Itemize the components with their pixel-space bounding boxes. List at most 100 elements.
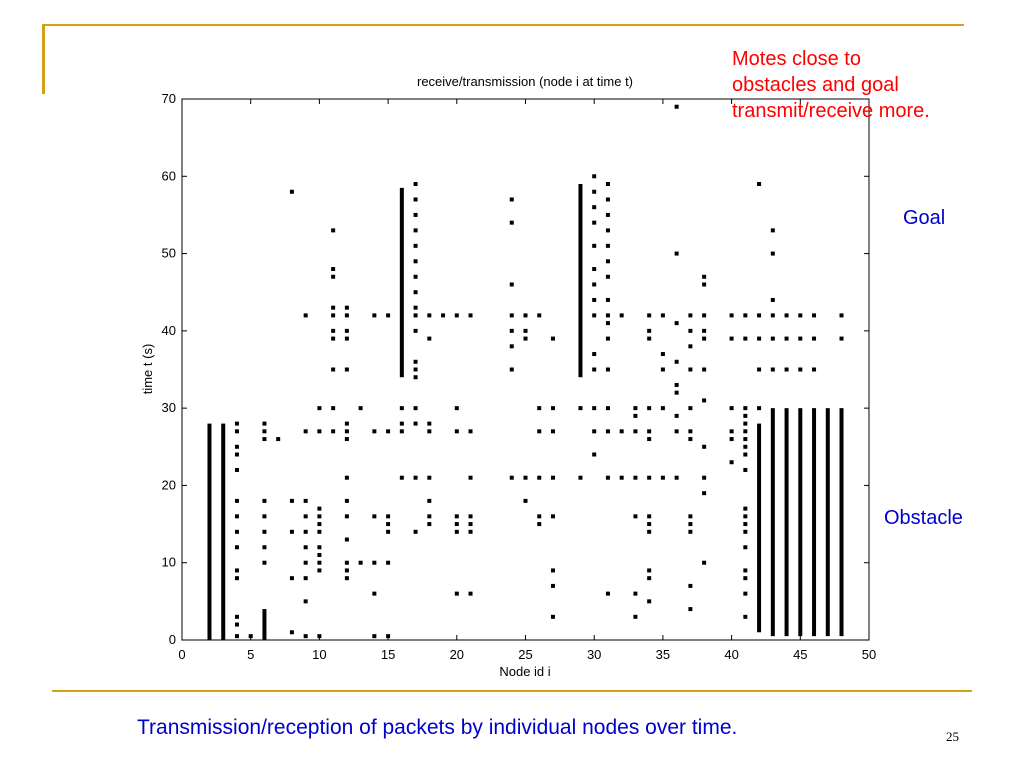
data-point (688, 514, 693, 519)
data-point (702, 491, 707, 496)
data-point (550, 475, 555, 480)
data-point (729, 460, 734, 465)
data-point (454, 591, 459, 596)
data-point (633, 514, 638, 519)
data-point (427, 475, 432, 480)
data-point (647, 475, 652, 480)
data-point (303, 498, 308, 503)
data-segment (262, 609, 267, 640)
data-point (605, 243, 610, 248)
data-point (441, 313, 446, 318)
data-point (605, 591, 610, 596)
data-point (468, 514, 473, 519)
data-point (757, 367, 762, 372)
data-point (262, 560, 267, 565)
data-point (743, 568, 748, 573)
data-point (427, 522, 432, 527)
data-point (317, 529, 322, 534)
data-point (674, 104, 679, 109)
data-point (331, 267, 336, 272)
data-point (605, 212, 610, 217)
data-point (674, 475, 679, 480)
data-point (674, 413, 679, 418)
data-point (743, 429, 748, 434)
y-tick-label: 50 (162, 246, 176, 261)
data-point (234, 444, 239, 449)
data-point (344, 514, 349, 519)
data-point (468, 313, 473, 318)
data-point (578, 475, 583, 480)
data-point (317, 406, 322, 411)
data-point (262, 437, 267, 442)
data-point (633, 475, 638, 480)
chart-title: receive/transmission (node i at time t) (417, 74, 633, 89)
data-segment (784, 408, 789, 637)
data-point (399, 421, 404, 426)
data-point (550, 583, 555, 588)
data-point (839, 313, 844, 318)
y-tick-label: 70 (162, 91, 176, 106)
data-point (344, 498, 349, 503)
data-point (454, 522, 459, 527)
data-point (729, 437, 734, 442)
data-point (468, 529, 473, 534)
data-point (386, 514, 391, 519)
data-point (550, 568, 555, 573)
data-point (688, 313, 693, 318)
data-point (331, 313, 336, 318)
x-tick-label: 10 (312, 647, 326, 662)
data-point (770, 336, 775, 341)
data-point (303, 560, 308, 565)
data-point (344, 568, 349, 573)
data-point (702, 398, 707, 403)
data-point (592, 452, 597, 457)
data-point (605, 274, 610, 279)
data-point (550, 406, 555, 411)
data-point (344, 367, 349, 372)
data-point (509, 220, 514, 225)
data-segment (221, 423, 226, 640)
data-point (592, 352, 597, 357)
data-point (605, 197, 610, 202)
slide-caption: Transmission/reception of packets by ind… (137, 716, 738, 739)
x-tick-label: 0 (178, 647, 185, 662)
data-point (757, 182, 762, 187)
data-point (344, 560, 349, 565)
data-point (757, 336, 762, 341)
data-point (234, 421, 239, 426)
data-point (743, 506, 748, 511)
data-point (331, 274, 336, 279)
data-point (743, 406, 748, 411)
data-point (688, 429, 693, 434)
data-point (358, 560, 363, 565)
x-tick-label: 5 (247, 647, 254, 662)
x-tick-label: 20 (450, 647, 464, 662)
data-point (619, 475, 624, 480)
data-point (413, 290, 418, 295)
data-point (454, 514, 459, 519)
data-point (523, 336, 528, 341)
data-point (647, 522, 652, 527)
data-point (509, 344, 514, 349)
data-point (743, 591, 748, 596)
data-point (688, 367, 693, 372)
data-point (674, 251, 679, 256)
data-point (743, 614, 748, 619)
data-segment (757, 423, 762, 633)
data-point (331, 406, 336, 411)
data-point (317, 522, 322, 527)
data-point (605, 406, 610, 411)
data-point (537, 475, 542, 480)
data-point (454, 529, 459, 534)
data-point (413, 529, 418, 534)
data-point (413, 375, 418, 380)
data-point (770, 251, 775, 256)
x-tick-label: 40 (724, 647, 738, 662)
data-point (344, 313, 349, 318)
data-segment (207, 423, 212, 640)
data-point (688, 529, 693, 534)
data-point (234, 568, 239, 573)
y-tick-label: 60 (162, 168, 176, 183)
data-point (427, 421, 432, 426)
data-point (331, 328, 336, 333)
